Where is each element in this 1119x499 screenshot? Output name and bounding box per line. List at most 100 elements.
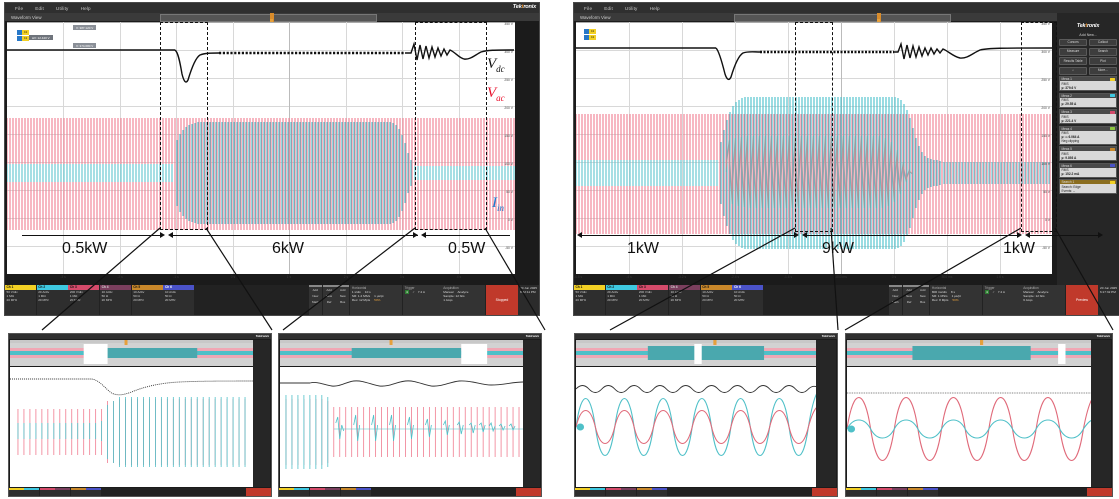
search-badge[interactable]: Search 1 Search: Edge Events: -- [1059, 179, 1117, 195]
measure-button[interactable]: Measure [1059, 47, 1088, 56]
channel-badge[interactable]: Ch 6 10 A/div 50 Ω 20 MHz [732, 285, 764, 315]
power-span-line-6 [1030, 235, 1100, 237]
menu-utility[interactable]: Utility [624, 5, 638, 11]
horizontal-panel-right[interactable]: Horizontal 800 ms/div 8 s SR: 1 MS/s 1 µ… [929, 285, 982, 315]
signal-label-vac: Vac [487, 85, 505, 103]
measurement-badge[interactable]: Meas 3 RMS µ: 221.4 V [1059, 109, 1117, 125]
results-table-button[interactable]: Results Table [1059, 57, 1088, 66]
channel-badge[interactable]: Ch 2 20 A/div 1 MΩ 20 MHz [605, 285, 637, 315]
time-tick: -800 ms [835, 275, 847, 279]
channel-badge[interactable]: Ch 3 200 V/div 1 MΩ 20 MHz [637, 285, 669, 315]
vaxis-label: 300 V [504, 50, 513, 54]
menu-file[interactable]: File [15, 5, 24, 11]
overview-bar-right[interactable] [734, 14, 951, 22]
arrow-right-icon [413, 232, 418, 238]
zoom-region-box-2[interactable] [415, 22, 487, 230]
zoom-tool-icon[interactable]: ⌕ [1059, 66, 1088, 75]
add-new-ref-button[interactable]: Add New Ref [322, 285, 336, 315]
menu-edit[interactable]: Edit [604, 5, 613, 11]
tektronix-logo-inset: Tektronix [821, 334, 835, 339]
inset-overview [280, 340, 523, 366]
add-new-ref-button[interactable]: Add New Ref [902, 285, 916, 315]
add-new-group-right: Add New Math Add New Ref Add New Bus [888, 285, 930, 315]
channel-chip [1109, 164, 1115, 168]
add-new-bus-button[interactable]: Add New Bus [336, 285, 350, 315]
trigger-slope-icon: ⁄ [993, 289, 994, 294]
inset-settings-strip [9, 488, 271, 496]
channel-badge[interactable]: Ch 4 10 A/div 50 Ω 20 MHz [100, 285, 132, 315]
time-tick: 0 s [891, 275, 897, 279]
more-button[interactable]: More... [1088, 66, 1117, 75]
trigger-marker-right [877, 19, 880, 24]
inset-panel-4: File Edit Utility Help Tektronix [845, 333, 1113, 497]
cursors-button[interactable]: Cursors [1059, 38, 1088, 47]
overview-handle-right[interactable] [877, 13, 881, 22]
time-tick: -2.4 s [730, 275, 740, 279]
run-stop-button[interactable]: Stopped [485, 285, 518, 315]
measurement-badge[interactable]: Meas 2 RMS µ: 29.55 A [1059, 92, 1117, 108]
inset-menubar: File Edit Utility Help [846, 334, 1112, 348]
measurement-badge[interactable]: Meas 4 RMS µ: ∞ 6.064 A Neg clipping [1059, 125, 1117, 145]
inset-overview [10, 340, 253, 366]
channel-badge[interactable]: Ch 6 10 A/div 50 Ω 20 MHz [163, 285, 195, 315]
zoom-region-box-4[interactable] [1021, 22, 1057, 232]
trigger-panel-left[interactable]: Trigger 4 ⁄ 7.2 A [402, 285, 441, 315]
vaxis-label: 250 V [1041, 78, 1050, 82]
power-span-line-3 [426, 235, 510, 237]
signal-label-vdc: Vdc [487, 56, 505, 74]
power-label-right-2: 9kW [822, 240, 854, 257]
time-tick: -4 s [626, 275, 632, 279]
search-button[interactable]: Search [1088, 47, 1117, 56]
channel-badge[interactable]: Ch 2 20 A/div 1 MΩ 20 MHz [36, 285, 68, 315]
time-axis-right: -4.8 s -4 s -3.2 s -2.4 s -1.6 s -800 ms… [574, 275, 1052, 282]
channel-badge[interactable]: Ch 5 10 A/div 50 Ω 20 MHz [700, 285, 732, 315]
channel-chip [1109, 77, 1115, 81]
preview-button[interactable]: Preview [1065, 285, 1098, 315]
power-span-line-5 [807, 235, 1019, 237]
inset-overview [847, 340, 1094, 366]
vaxis-label: -50 V [505, 246, 513, 250]
menu-utility[interactable]: Utility [55, 5, 69, 11]
overview-handle-left[interactable] [270, 13, 274, 22]
callout-button[interactable]: Callout [1088, 38, 1117, 47]
measurement-badge[interactable]: Meas 1 RMS µ: 379.6 V [1059, 76, 1117, 92]
zoom-region-box-3[interactable] [795, 22, 833, 232]
trigger-panel-right[interactable]: Trigger 4 ⁄ 7.2 A [982, 285, 1021, 315]
vaxis-label: -50 V [1042, 246, 1050, 250]
channel-badge[interactable]: Ch 1 50 V/div 1 MΩ 20 MHz [574, 285, 605, 315]
menu-help[interactable]: Help [80, 5, 91, 11]
channel-badge[interactable]: Ch 1 50 V/div 1 MΩ 20 MHz [5, 285, 36, 315]
plot-button[interactable]: Plot [1088, 57, 1117, 66]
channel-badge[interactable]: Ch 5 10 A/div 50 Ω 20 MHz [131, 285, 163, 315]
trigger-source-badge: 4 [984, 289, 990, 294]
menu-help[interactable]: Help [649, 5, 660, 11]
add-new-math-button[interactable]: Add New Math [888, 285, 902, 315]
zoom-region-box-1[interactable] [160, 22, 208, 230]
overview-bar-left[interactable] [160, 14, 377, 22]
channel-badge[interactable]: Ch 4 10 A/div 50 Ω 20 MHz [669, 285, 701, 315]
measurement-badge[interactable]: Meas 6 RMS µ: 152.2 mA [1059, 162, 1117, 178]
trigger-slope-icon: ⁄ [413, 289, 414, 294]
inset-overview [576, 340, 819, 366]
time-tick: -3 s [60, 275, 66, 279]
measurement-badge[interactable]: Meas 5 RMS µ: 9.893 A [1059, 146, 1117, 162]
menu-file[interactable]: File [584, 5, 593, 11]
acquisition-panel-right[interactable]: Acquisition Manual Analyze Sample: 12 bi… [1021, 285, 1066, 315]
add-new-bus-button[interactable]: Add New Bus [916, 285, 930, 315]
menu-edit[interactable]: Edit [35, 5, 44, 11]
inset-settings-strip [575, 488, 837, 496]
trigger-source-badge: 4 [404, 289, 410, 294]
signal-label-iin: Iin [492, 195, 505, 213]
add-new-math-button[interactable]: Add New Math [308, 285, 322, 315]
vaxis-label: 150 V [1041, 134, 1050, 138]
acquisition-panel-left[interactable]: Acquisition Manual Analyze Sample: 12 bi… [441, 285, 486, 315]
vaxis-label: 50 V [1043, 190, 1050, 194]
inset-settings-strip [279, 488, 541, 496]
tektronix-logo: Tektronix [512, 4, 536, 10]
vaxis-label: 100 V [504, 162, 513, 166]
cursor-badge-group-right: C1 [584, 29, 596, 34]
horizontal-panel-left[interactable]: Horizontal 1 s/div 10 s SR: 1.2 MS/s 1 µ… [349, 285, 402, 315]
channel-badge[interactable]: Ch 3 200 V/div 1 MΩ 20 MHz [68, 285, 100, 315]
inset-rail [816, 340, 836, 487]
channel-chip [1109, 147, 1115, 151]
